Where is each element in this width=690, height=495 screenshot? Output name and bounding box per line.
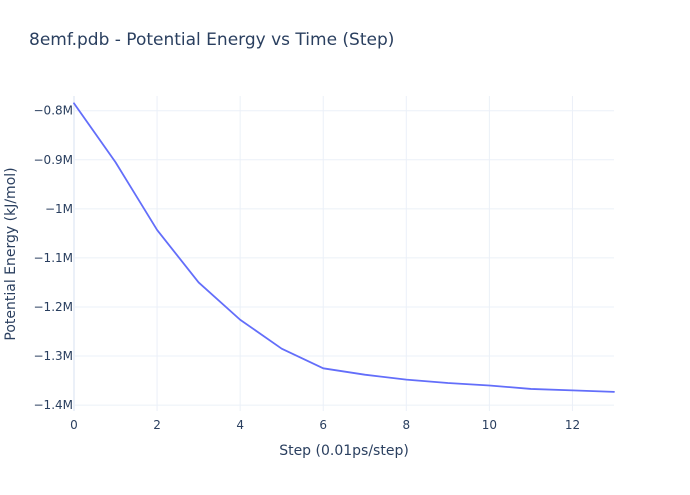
grid-layer	[73, 96, 614, 411]
x-tick-label: 4	[236, 418, 244, 432]
data-point	[279, 346, 285, 352]
y-tick-label: −1.1M	[34, 251, 74, 265]
data-point	[196, 279, 202, 285]
y-tick-label: −0.9M	[34, 153, 74, 167]
data-point	[320, 365, 326, 371]
x-tick-label: 8	[402, 418, 410, 432]
y-tick-label: −0.8M	[34, 104, 74, 118]
data-point	[403, 377, 409, 383]
x-axis-title: Step (0.01ps/step)	[279, 443, 409, 459]
data-point	[237, 317, 243, 323]
x-tick-label: 6	[319, 418, 327, 432]
y-axis-title: Potential Energy (kJ/mol)	[3, 167, 19, 340]
series-layer	[73, 102, 617, 395]
data-point	[445, 380, 451, 386]
data-point	[486, 382, 492, 388]
x-axis-ticks: 0 2 4 6 8 10 12	[70, 418, 580, 432]
y-tick-label: −1M	[45, 202, 73, 216]
x-tick-label: 0	[70, 418, 78, 432]
x-tick-label: 2	[153, 418, 161, 432]
data-point	[113, 159, 119, 165]
y-tick-label: −1.2M	[34, 300, 74, 314]
x-tick-label: 12	[565, 418, 580, 432]
data-point	[154, 227, 160, 233]
data-point	[569, 387, 575, 393]
y-tick-label: −1.4M	[34, 398, 74, 412]
energy-series-line	[73, 102, 615, 393]
chart-title: 8emf.pdb - Potential Energy vs Time (Ste…	[29, 30, 394, 50]
data-point	[362, 372, 368, 378]
x-tick-label: 10	[482, 418, 497, 432]
data-point	[528, 386, 534, 392]
y-axis-ticks: −0.8M −0.9M −1M −1.1M −1.2M −1.3M −1.4M	[34, 104, 74, 412]
data-point	[611, 389, 617, 395]
y-tick-label: −1.3M	[34, 349, 74, 363]
